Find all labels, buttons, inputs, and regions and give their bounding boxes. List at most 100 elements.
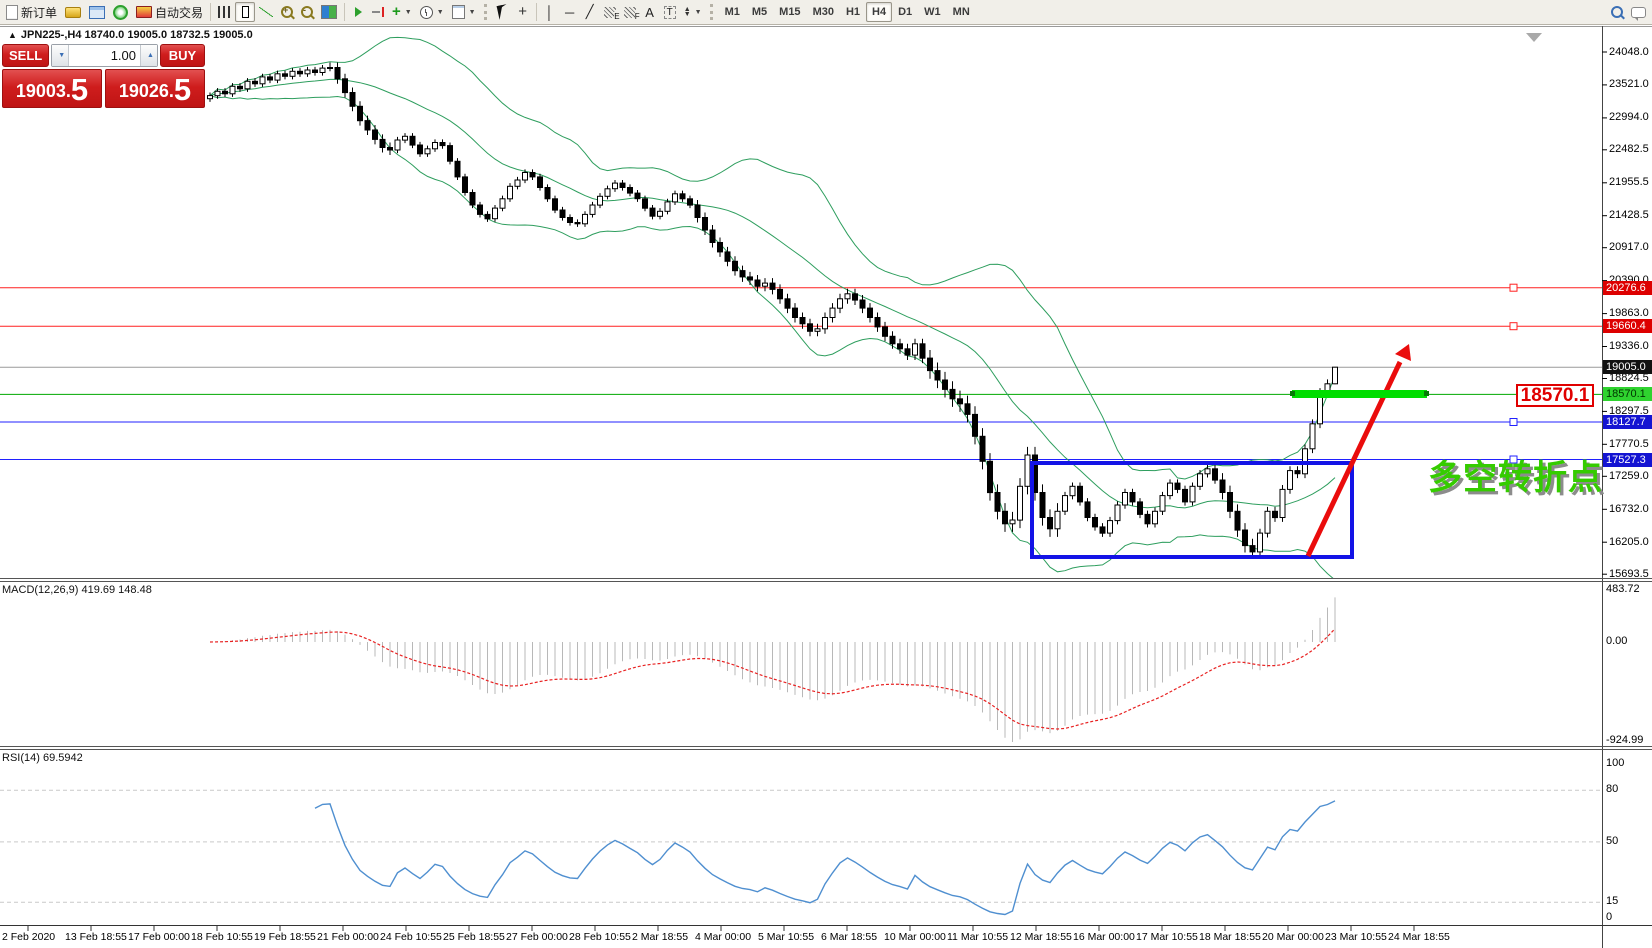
price-axis-tick: 17770.5	[1609, 437, 1649, 450]
line-chart-button[interactable]	[255, 2, 277, 22]
gold-button[interactable]	[61, 2, 85, 22]
volume-value[interactable]: 1.00	[110, 48, 136, 63]
rsi-line	[314, 800, 1336, 916]
turning-point-annotation[interactable]: 多空转折点	[1428, 459, 1603, 497]
timeframe-group: M1 M5 M15 M30 H1 H4 D1 W1 MN	[719, 2, 976, 22]
price-axis-tick: 18297.5	[1609, 404, 1649, 417]
timeframe-mn[interactable]: MN	[947, 2, 976, 22]
buy-button[interactable]: BUY	[160, 44, 205, 67]
macd-axis-tick: 483.72	[1606, 583, 1640, 595]
signal-button[interactable]	[109, 2, 132, 22]
time-axis-label: 28 Feb 10:55	[569, 931, 631, 943]
time-axis-label: 12 Mar 18:55	[1010, 931, 1072, 943]
timeframe-h1[interactable]: H1	[840, 2, 866, 22]
rsi-axis-tick: 50	[1606, 835, 1619, 847]
sell-price-button[interactable]: 19003. 5	[2, 69, 102, 108]
toolbar-separator	[344, 3, 346, 21]
timeframe-d1[interactable]: D1	[892, 2, 918, 22]
text-button[interactable]: A	[640, 2, 660, 22]
price-axis-tick: 17259.0	[1609, 469, 1649, 482]
time-axis-label: 24 Mar 18:55	[1388, 931, 1450, 943]
time-axis-label: 17 Feb 00:00	[128, 931, 190, 943]
trendline-button[interactable]: ╱	[580, 2, 600, 22]
one-click-toggle-icon[interactable]: ▲	[8, 30, 17, 40]
search-button[interactable]	[1607, 2, 1627, 22]
chart-shift-marker[interactable]	[1526, 33, 1542, 42]
candlestick-chart-button[interactable]	[235, 2, 256, 22]
fibonacci-button[interactable]: E	[600, 2, 620, 22]
search-icon	[1611, 6, 1623, 18]
text-icon: A	[645, 4, 654, 20]
volume-decrease-button[interactable]: ▼	[52, 45, 70, 66]
templates-button[interactable]: ▼	[448, 2, 480, 22]
horizontal-line-icon: ─	[565, 4, 575, 20]
price-marker-label: 17527.3	[1603, 452, 1652, 467]
periods-button[interactable]: ▼	[416, 2, 448, 22]
price-axis-tick: 21955.5	[1609, 176, 1649, 189]
sell-price-frac: 5	[70, 72, 89, 107]
timeframe-m5[interactable]: M5	[746, 2, 773, 22]
price-annotation-box[interactable]: 18570.1	[1516, 384, 1594, 407]
timeframe-m15[interactable]: M15	[773, 2, 806, 22]
fibonacci-expansion-button[interactable]: F	[620, 2, 640, 22]
support-highlight-bar[interactable]	[1290, 390, 1429, 398]
price-marker-label: 18127.7	[1603, 415, 1652, 429]
price-axis-tick: 24048.0	[1609, 45, 1649, 58]
arrows-button[interactable]: ▲ ▼ ▼	[680, 2, 706, 22]
level-line-handle	[1509, 322, 1518, 331]
timeframe-m1[interactable]: M1	[719, 2, 746, 22]
candles-series	[207, 62, 1338, 559]
price-axis-tick: 20917.0	[1609, 241, 1649, 254]
text-label-button[interactable]: T	[660, 2, 680, 22]
timeframe-h4[interactable]: H4	[866, 2, 893, 22]
buy-price-frac: 5	[173, 72, 192, 107]
templates-icon	[451, 5, 465, 19]
zoom-out-icon: -	[301, 5, 314, 18]
chart-profile-icon	[89, 5, 106, 19]
buy-price-button[interactable]: 19026. 5	[105, 69, 205, 108]
time-axis-label: 5 Mar 10:55	[758, 931, 815, 943]
chat-button[interactable]	[1627, 2, 1650, 22]
chevron-down-icon: ▼	[694, 8, 702, 16]
toolbar: 新订单 自动交易 + - + ▼ ▼ ▼ + │ ─ ╱ E F A T ▲ ▼ ▼	[0, 0, 1652, 25]
tile-windows-icon	[321, 5, 338, 19]
zoom-in-button[interactable]: +	[277, 2, 297, 22]
autotrading-button[interactable]: 自动交易	[132, 2, 207, 22]
time-axis-label: 27 Feb 00:00	[506, 931, 568, 943]
timeframe-m30[interactable]: M30	[807, 2, 840, 22]
time-axis-label: 10 Mar 00:00	[884, 931, 946, 943]
arrows-icon: ▲ ▼	[683, 6, 691, 18]
macd-axis-tick: 0.00	[1606, 635, 1628, 647]
time-axis-label: 21 Feb 00:00	[317, 931, 379, 943]
zoom-out-button[interactable]: -	[297, 2, 317, 22]
breakout-arrow	[1305, 344, 1411, 558]
horizontal-line-button[interactable]: ─	[560, 2, 580, 22]
volume-increase-button[interactable]: ▲	[140, 45, 157, 66]
timeframe-w1[interactable]: W1	[918, 2, 947, 22]
chart-profile-button[interactable]	[85, 2, 109, 22]
chart-shift-icon	[372, 7, 385, 17]
auto-scroll-button[interactable]	[348, 2, 368, 22]
price-marker-label: 19005.0	[1603, 360, 1652, 375]
vertical-line-button[interactable]: │	[540, 2, 560, 22]
bar-chart-icon	[218, 6, 232, 18]
time-axis-label: 23 Mar 10:55	[1325, 931, 1387, 943]
time-axis-label: 19 Feb 18:55	[254, 931, 316, 943]
bar-chart-button[interactable]	[214, 2, 235, 22]
tile-windows-button[interactable]	[317, 2, 341, 22]
crosshair-button[interactable]: +	[513, 2, 533, 22]
price-axis-tick: 15693.5	[1609, 567, 1649, 580]
toolbar-separator	[210, 3, 212, 21]
indicators-button[interactable]: + ▼	[388, 2, 416, 22]
chart-shift-button[interactable]	[368, 2, 388, 22]
level-line-handle	[1509, 455, 1518, 464]
sell-button[interactable]: SELL	[2, 44, 50, 67]
trendline-icon: ╱	[585, 4, 594, 19]
periods-icon	[419, 5, 433, 19]
new-order-button[interactable]: 新订单	[2, 2, 61, 22]
rsi-axis-tick: 15	[1606, 895, 1619, 907]
candlestick-chart-icon	[241, 4, 249, 20]
time-axis-label: 2 Mar 18:55	[632, 931, 689, 943]
macd-axis-tick: -924.99	[1606, 734, 1644, 746]
